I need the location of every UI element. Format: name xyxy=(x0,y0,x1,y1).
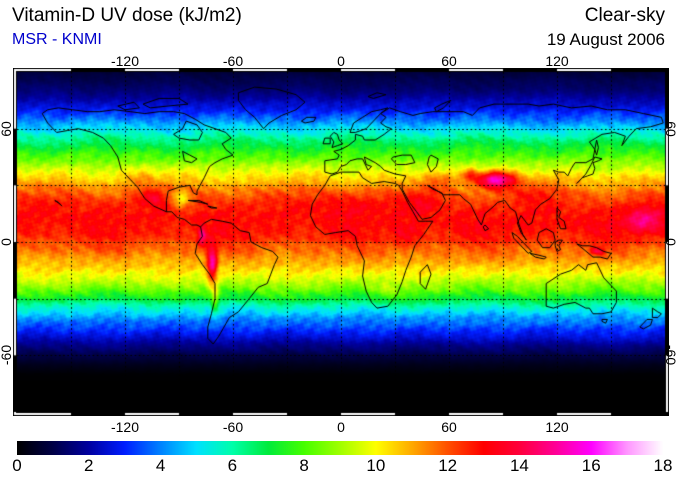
lon-tick-label-top: 60 xyxy=(441,53,457,69)
colorbar-tick-label: 0 xyxy=(12,456,22,475)
colorbar-tick-label: 8 xyxy=(299,456,309,475)
lon-tick-label-bottom: 0 xyxy=(337,419,345,435)
lon-tick-label-top: 120 xyxy=(545,53,569,69)
lon-tick-label-bottom: -120 xyxy=(110,419,140,435)
colorbar-tick-label: 18 xyxy=(653,456,673,475)
colorbar-tick-label: 16 xyxy=(581,456,601,475)
lat-tick-label-right: 0 xyxy=(663,238,678,246)
figure-title: Vitamin-D UV dose (kJ/m2) xyxy=(12,5,242,26)
lat-tick-label-right: 60 xyxy=(663,120,678,137)
dataset-label: MSR - KNMI xyxy=(12,31,102,48)
colorbar-tick-label: 6 xyxy=(227,456,238,475)
lon-tick-label-bottom: 60 xyxy=(441,419,457,435)
colorbar-tick-label: 2 xyxy=(84,456,94,475)
lat-tick-label-right: -60 xyxy=(663,345,678,366)
lon-tick-label-top: 0 xyxy=(337,53,345,69)
lon-tick-label-bottom: -60 xyxy=(222,419,244,435)
lon-tick-label-bottom: 120 xyxy=(545,419,569,435)
colorbar xyxy=(17,441,663,455)
lon-tick-label-top: -120 xyxy=(110,53,140,69)
lat-tick-label-left: 0 xyxy=(0,238,14,246)
sky-condition-label: Clear-sky xyxy=(584,5,665,26)
lon-tick-label-top: -60 xyxy=(222,53,244,69)
colorbar-tick-label: 12 xyxy=(438,456,458,475)
colorbar-tick-label: 4 xyxy=(155,456,166,475)
colorbar-tick-label: 14 xyxy=(509,456,529,475)
colorbar-tick-label: 10 xyxy=(366,456,386,475)
lat-tick-label-left: 60 xyxy=(0,120,14,137)
world-uv-heatmap xyxy=(13,68,669,416)
lat-tick-label-left: -60 xyxy=(0,345,14,366)
date-label: 19 August 2006 xyxy=(546,30,665,49)
